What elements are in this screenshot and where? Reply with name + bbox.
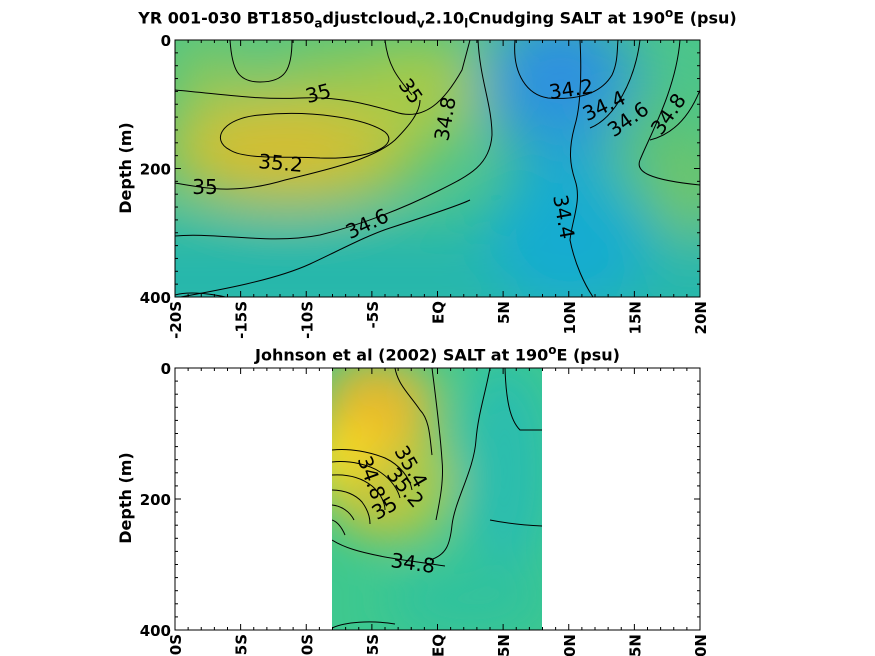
top-x-tick-label: -10S xyxy=(298,301,316,339)
bottom-x-tick-label: 15N xyxy=(626,634,644,656)
bottom-y-tick-label: 0 xyxy=(161,360,171,378)
bottom-x-tick-label: -20S xyxy=(167,634,185,656)
bottom-x-tick-label: 20N xyxy=(692,634,710,656)
top-x-tick-label: 10N xyxy=(561,301,579,334)
top-chart-title: YR 001-030 BT1850adjustcloudv2.10lCnudgi… xyxy=(138,6,737,31)
top-contour-label: 35.2 xyxy=(257,149,303,177)
top-y-tick-label: 200 xyxy=(140,161,171,179)
bottom-x-tick-label: -10S xyxy=(298,634,316,656)
top-ylabel: Depth (m) xyxy=(116,122,135,214)
bottom-x-tick-label: 10N xyxy=(561,634,579,656)
bottom-heatmap: 34.8 35 35.2 35.4 34.8 xyxy=(332,368,542,630)
top-x-tick-label: -5S xyxy=(364,301,382,328)
bottom-x-tick-label: -5S xyxy=(364,634,382,656)
bottom-ylabel: Depth (m) xyxy=(116,452,135,544)
bottom-chart-title: Johnson et al (2002) SALT at 190oE (psu) xyxy=(255,343,620,365)
top-contour-label: 35 xyxy=(192,175,217,199)
top-x-tick-label: -20S xyxy=(167,301,185,339)
top-x-tick-label: 20N xyxy=(692,301,710,334)
bottom-y-tick-label: 200 xyxy=(140,491,171,509)
top-heatmap: 35 35 34.8 35.2 35 34.6 34.2 34.4 34.6 3… xyxy=(175,40,700,297)
bottom-x-tick-label: -15S xyxy=(233,634,251,656)
bottom-ticks: -20S -15S -10S -5S EQ 5N 10N 15N 20N 0 200 400 xyxy=(140,360,710,656)
bottom-panel: 34.8 35 35.2 35.4 34.8 -20S -15S -10S -5S EQ… xyxy=(116,360,710,656)
bottom-x-tick-label: 5N xyxy=(495,634,513,656)
bottom-y-tick-label: 400 xyxy=(140,622,171,640)
top-ticks: -20S -15S -10S -5S EQ 5N 10N 15N 20N 0 200 400 xyxy=(140,32,710,339)
top-x-tick-label: EQ xyxy=(430,301,448,324)
top-y-tick-label: 400 xyxy=(140,289,171,307)
top-x-tick-label: 15N xyxy=(626,301,644,334)
top-x-tick-label: -15S xyxy=(233,301,251,339)
bottom-x-tick-label: EQ xyxy=(430,634,448,656)
top-y-tick-label: 0 xyxy=(161,32,171,50)
top-x-tick-label: 5N xyxy=(495,301,513,324)
top-panel: 35 35 34.8 35.2 35 34.6 34.2 34.4 34.6 3… xyxy=(116,32,710,339)
